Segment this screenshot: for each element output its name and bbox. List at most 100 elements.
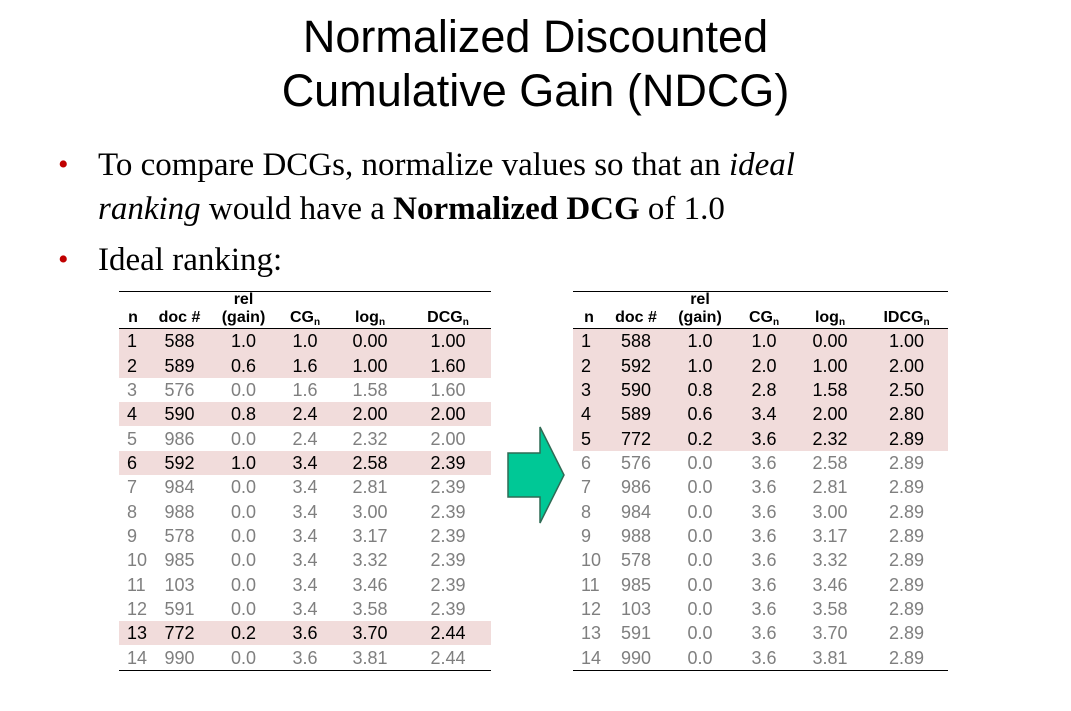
cell-gain: 0.0 xyxy=(687,598,713,619)
cell-dcg: 1.00 xyxy=(405,328,491,354)
cell-gain: 0.0 xyxy=(667,645,733,671)
cell-cg: 2.8 xyxy=(733,377,795,403)
bullet-1-text-c: of 1.0 xyxy=(639,191,725,227)
cell-log: 3.81 xyxy=(335,645,405,671)
bullet-dot-icon: • xyxy=(58,243,69,276)
cell-n: 9 xyxy=(581,525,592,546)
table-row: 1 588 1.0 1.0 0.00 1.00 xyxy=(573,328,948,354)
cell-gain: 0.2 xyxy=(212,621,275,646)
cell-gain: 1.0 xyxy=(212,450,275,476)
cell-dcg: 2.44 xyxy=(405,645,491,671)
cell-dcg: 1.00 xyxy=(865,328,948,354)
bullet-list: • To compare DCGs, normalize values so t… xyxy=(58,143,1018,289)
bullet-1-italic-ideal: ideal xyxy=(728,147,795,183)
table-row: 13 772 0.2 3.6 3.70 2.44 xyxy=(119,621,491,646)
cell-doc: 986 xyxy=(620,477,652,498)
cell-dcg: 2.39 xyxy=(405,450,491,476)
cell-doc: 988 xyxy=(164,501,195,522)
cell-n: 9 xyxy=(127,525,138,546)
table-row: 5 986 0.0 2.4 2.32 2.00 xyxy=(119,426,491,450)
table-row: 5 772 0.2 3.6 2.32 2.89 xyxy=(573,426,948,451)
cell-n: 7 xyxy=(581,477,592,498)
header-log: logn xyxy=(335,308,405,329)
cell-doc: 990 xyxy=(605,645,667,671)
cell-n: 3 xyxy=(127,379,138,400)
cell-cg: 1.6 xyxy=(292,379,318,400)
cell-doc: 984 xyxy=(620,501,652,522)
cell-doc: 588 xyxy=(147,328,212,354)
cell-n: 6 xyxy=(581,452,592,473)
table-row: 4 590 0.8 2.4 2.00 2.00 xyxy=(119,402,491,427)
cell-cg: 3.6 xyxy=(751,598,777,619)
table-row: 10 578 0.0 3.6 3.32 2.89 xyxy=(573,548,948,572)
cell-n: 1 xyxy=(119,328,147,354)
cell-log: 0.00 xyxy=(795,328,865,354)
cell-doc: 588 xyxy=(605,328,667,354)
cell-gain: 0.0 xyxy=(687,477,713,498)
header-n: n xyxy=(573,308,605,329)
table-row: 4 589 0.6 3.4 2.00 2.80 xyxy=(573,402,948,427)
cell-dcg: 2.89 xyxy=(888,525,925,546)
cell-gain: 0.0 xyxy=(687,452,713,473)
cell-n: 1 xyxy=(573,328,605,354)
cell-n: 8 xyxy=(581,501,592,522)
cell-doc: 988 xyxy=(620,525,652,546)
cell-gain: 0.0 xyxy=(230,501,257,522)
cell-gain: 0.6 xyxy=(667,402,733,427)
cell-cg: 3.6 xyxy=(733,645,795,671)
cell-log: 3.46 xyxy=(812,574,848,595)
cell-n: 6 xyxy=(119,450,147,476)
cell-doc: 103 xyxy=(164,574,195,595)
cell-n: 7 xyxy=(127,477,138,498)
cell-dcg: 2.39 xyxy=(430,598,466,619)
cell-gain: 0.0 xyxy=(687,501,713,522)
table-row: 3 576 0.0 1.6 1.58 1.60 xyxy=(119,378,491,402)
cell-cg: 3.4 xyxy=(292,574,318,595)
table-row: 1 588 1.0 1.0 0.00 1.00 xyxy=(119,328,491,354)
cell-doc: 576 xyxy=(164,379,195,400)
cell-cg: 3.6 xyxy=(751,623,777,644)
cell-cg: 1.0 xyxy=(275,328,335,354)
cell-dcg: 2.89 xyxy=(888,477,925,498)
cell-cg: 3.6 xyxy=(275,645,335,671)
cell-gain: 0.8 xyxy=(667,377,733,403)
cell-gain: 0.0 xyxy=(687,574,713,595)
cell-doc: 772 xyxy=(605,426,667,451)
cell-log: 2.81 xyxy=(352,477,388,498)
cell-n: 8 xyxy=(127,501,138,522)
header-dcg: DCGn xyxy=(405,308,491,329)
cell-cg: 3.6 xyxy=(733,426,795,451)
cell-gain: 0.0 xyxy=(687,525,713,546)
table-row: 9 578 0.0 3.4 3.17 2.39 xyxy=(119,524,491,548)
cell-n: 12 xyxy=(581,598,602,619)
cell-gain: 0.0 xyxy=(230,574,257,595)
table-row: 6 576 0.0 3.6 2.58 2.89 xyxy=(573,451,948,475)
cell-cg: 3.4 xyxy=(292,550,318,571)
cell-doc: 591 xyxy=(164,598,195,619)
cell-dcg: 2.39 xyxy=(430,574,466,595)
header-rel: rel xyxy=(212,291,275,308)
cell-log: 2.81 xyxy=(812,477,848,498)
header-doc: doc # xyxy=(147,308,212,329)
cell-gain: 0.0 xyxy=(687,550,713,571)
cell-dcg: 2.00 xyxy=(430,428,466,449)
cell-dcg: 2.44 xyxy=(405,621,491,646)
cell-dcg: 2.00 xyxy=(405,402,491,427)
table-row: 9 988 0.0 3.6 3.17 2.89 xyxy=(573,524,948,548)
cell-cg: 3.6 xyxy=(751,525,777,546)
table-row: 8 988 0.0 3.4 3.00 2.39 xyxy=(119,499,491,523)
cell-n: 4 xyxy=(119,402,147,427)
cell-cg: 3.4 xyxy=(292,501,318,522)
cell-n: 2 xyxy=(119,353,147,378)
cell-doc: 578 xyxy=(164,525,195,546)
cell-gain: 0.0 xyxy=(230,477,257,498)
table-row: 12 591 0.0 3.4 3.58 2.39 xyxy=(119,597,491,621)
cell-n: 12 xyxy=(127,598,148,619)
cell-gain: 0.0 xyxy=(230,428,257,449)
cell-gain: 0.0 xyxy=(230,598,257,619)
cell-dcg: 2.39 xyxy=(430,550,466,571)
table-row: 13 591 0.0 3.6 3.70 2.89 xyxy=(573,621,948,645)
cell-dcg: 2.89 xyxy=(888,452,925,473)
cell-log: 3.81 xyxy=(795,645,865,671)
cell-log: 3.70 xyxy=(335,621,405,646)
